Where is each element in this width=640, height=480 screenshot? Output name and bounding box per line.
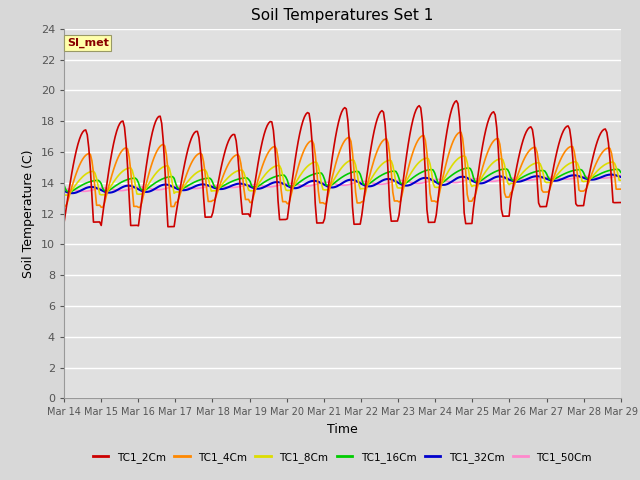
TC1_50Cm bbox=[228, 185, 236, 191]
TC1_32Cm bbox=[68, 190, 76, 196]
TC1_4Cm bbox=[617, 186, 625, 192]
Legend: TC1_2Cm, TC1_4Cm, TC1_8Cm, TC1_16Cm, TC1_32Cm, TC1_50Cm: TC1_2Cm, TC1_4Cm, TC1_8Cm, TC1_16Cm, TC1… bbox=[89, 448, 596, 467]
TC1_2Cm bbox=[589, 155, 596, 160]
TC1_16Cm bbox=[617, 169, 625, 175]
TC1_50Cm bbox=[246, 181, 254, 187]
TC1_4Cm bbox=[134, 204, 142, 210]
TC1_32Cm bbox=[305, 179, 313, 185]
Title: Soil Temperatures Set 1: Soil Temperatures Set 1 bbox=[252, 9, 433, 24]
TC1_8Cm bbox=[460, 153, 468, 159]
TC1_32Cm bbox=[60, 188, 68, 194]
TC1_4Cm bbox=[228, 156, 236, 162]
TC1_16Cm bbox=[130, 175, 138, 181]
TC1_50Cm bbox=[255, 182, 263, 188]
TC1_16Cm bbox=[255, 182, 263, 188]
TC1_50Cm bbox=[617, 173, 625, 179]
TC1_16Cm bbox=[465, 165, 473, 171]
Text: SI_met: SI_met bbox=[67, 38, 109, 48]
TC1_50Cm bbox=[588, 174, 595, 180]
TC1_2Cm bbox=[452, 98, 460, 104]
TC1_8Cm bbox=[588, 175, 595, 180]
TC1_32Cm bbox=[607, 172, 615, 178]
TC1_2Cm bbox=[60, 220, 68, 226]
TC1_16Cm bbox=[305, 173, 313, 179]
TC1_50Cm bbox=[305, 183, 313, 189]
TC1_8Cm bbox=[303, 163, 311, 169]
TC1_32Cm bbox=[228, 183, 236, 189]
TC1_16Cm bbox=[60, 182, 68, 188]
Line: TC1_8Cm: TC1_8Cm bbox=[64, 156, 621, 195]
TC1_32Cm bbox=[130, 184, 138, 190]
TC1_32Cm bbox=[588, 177, 595, 182]
Line: TC1_16Cm: TC1_16Cm bbox=[64, 168, 621, 192]
TC1_8Cm bbox=[226, 173, 234, 179]
TC1_16Cm bbox=[63, 189, 71, 194]
TC1_4Cm bbox=[589, 168, 596, 174]
TC1_8Cm bbox=[254, 182, 262, 188]
TC1_4Cm bbox=[246, 200, 254, 205]
Line: TC1_50Cm: TC1_50Cm bbox=[64, 176, 621, 192]
Line: TC1_4Cm: TC1_4Cm bbox=[64, 132, 621, 207]
TC1_8Cm bbox=[60, 192, 68, 198]
TC1_2Cm bbox=[305, 110, 313, 116]
TC1_2Cm bbox=[255, 153, 263, 158]
TC1_32Cm bbox=[617, 174, 625, 180]
Y-axis label: Soil Temperature (C): Soil Temperature (C) bbox=[22, 149, 35, 278]
TC1_8Cm bbox=[244, 187, 252, 193]
TC1_32Cm bbox=[255, 186, 263, 192]
TC1_4Cm bbox=[457, 130, 465, 135]
TC1_4Cm bbox=[305, 139, 313, 145]
TC1_2Cm bbox=[164, 224, 172, 229]
TC1_50Cm bbox=[60, 186, 68, 192]
TC1_16Cm bbox=[589, 175, 596, 180]
TC1_50Cm bbox=[130, 185, 138, 191]
TC1_4Cm bbox=[129, 186, 136, 192]
TC1_50Cm bbox=[81, 189, 88, 194]
TC1_32Cm bbox=[246, 184, 254, 190]
TC1_8Cm bbox=[617, 178, 625, 183]
TC1_4Cm bbox=[255, 172, 263, 178]
TC1_2Cm bbox=[129, 223, 136, 228]
Line: TC1_32Cm: TC1_32Cm bbox=[64, 175, 621, 193]
TC1_4Cm bbox=[60, 203, 68, 209]
TC1_16Cm bbox=[246, 179, 254, 184]
TC1_2Cm bbox=[617, 200, 625, 205]
Line: TC1_2Cm: TC1_2Cm bbox=[64, 101, 621, 227]
TC1_2Cm bbox=[246, 214, 254, 219]
TC1_16Cm bbox=[228, 179, 236, 184]
TC1_2Cm bbox=[228, 133, 236, 139]
TC1_8Cm bbox=[129, 168, 136, 173]
X-axis label: Time: Time bbox=[327, 423, 358, 436]
